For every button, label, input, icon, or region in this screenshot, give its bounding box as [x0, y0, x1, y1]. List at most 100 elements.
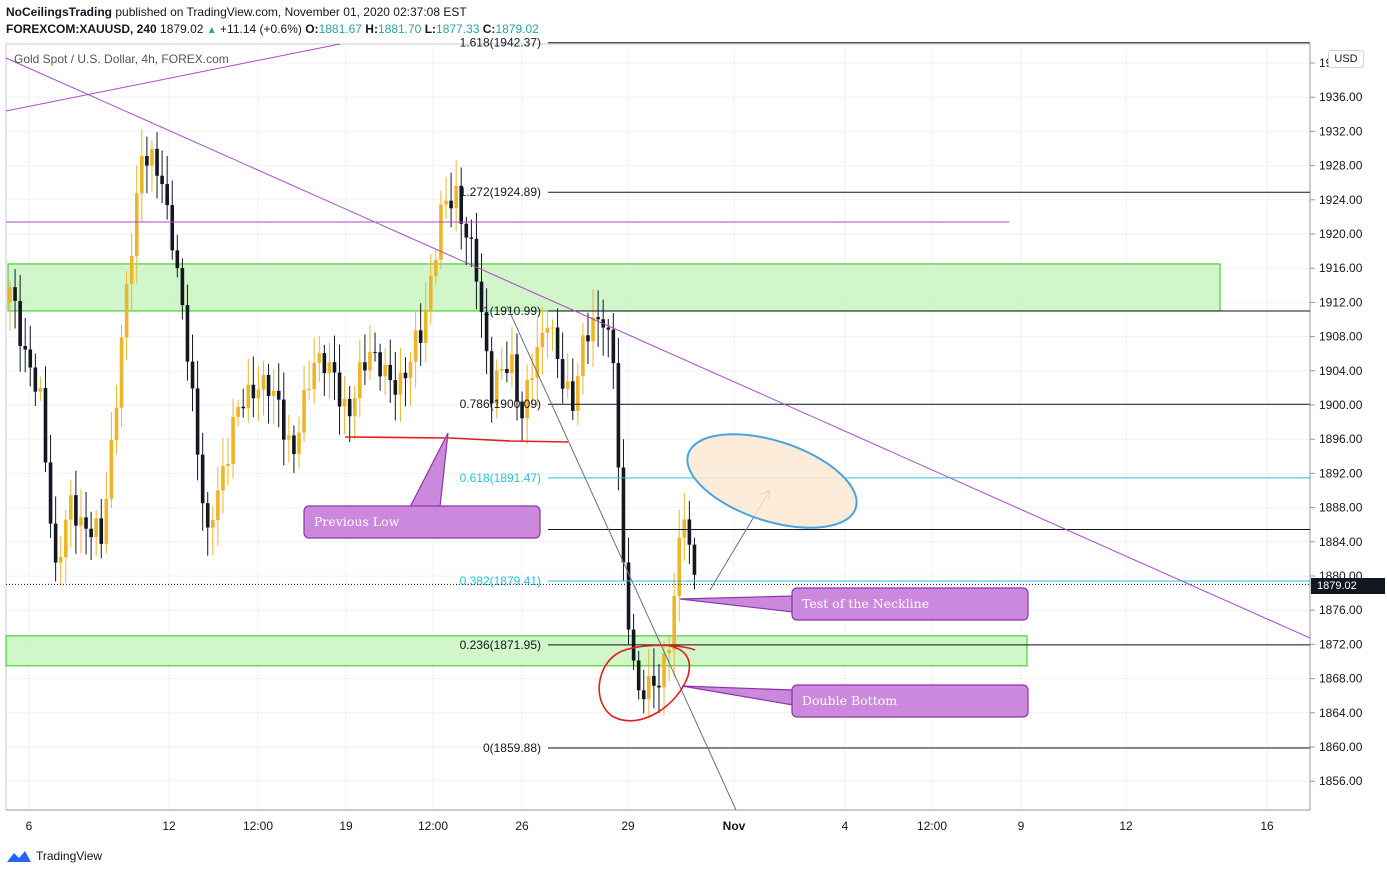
candle-body	[276, 390, 281, 400]
candle-body	[236, 406, 240, 418]
candle-body	[393, 380, 398, 395]
candle-body	[358, 362, 362, 399]
candle-body	[586, 335, 590, 342]
candle-body	[515, 354, 519, 402]
candle-body	[560, 359, 565, 389]
candle-body	[388, 364, 393, 381]
candle-body	[662, 653, 666, 688]
candle-body	[479, 281, 484, 313]
candle-body	[520, 401, 524, 419]
candle-body	[626, 562, 631, 630]
candle-body	[74, 495, 78, 526]
y-tick-label: 1928.00	[1319, 159, 1363, 173]
candle-body	[439, 204, 443, 260]
candle-body	[621, 467, 626, 563]
candle-body	[363, 362, 367, 371]
candle-body	[454, 185, 458, 209]
candle-body	[119, 337, 124, 408]
footer: TradingView	[6, 848, 102, 864]
candle-body	[332, 362, 337, 373]
candle-body	[545, 327, 550, 333]
candle-body	[677, 537, 682, 596]
candle-body	[337, 372, 342, 407]
candle-body	[129, 255, 134, 284]
candle-body	[505, 368, 509, 374]
candle-body	[84, 517, 88, 529]
candle-body	[109, 439, 114, 499]
candle-body	[99, 518, 104, 544]
candle-body	[251, 384, 256, 399]
candle-body	[494, 370, 499, 404]
candle-body	[474, 238, 479, 282]
price-change: +11.14 (+0.6%)	[220, 22, 302, 36]
candle-body	[616, 363, 621, 468]
fib-label: 1.272(1924.89)	[460, 185, 541, 199]
author-name[interactable]: NoCeilingsTrading	[6, 5, 113, 19]
tradingview-logo-icon	[7, 851, 31, 862]
symbol-label: FOREXCOM:XAUUSD, 240	[6, 22, 157, 36]
open-label: O:	[305, 22, 319, 36]
candle-body	[581, 335, 585, 377]
candle-body	[216, 490, 220, 520]
candle-body	[682, 519, 687, 538]
candle-body	[347, 398, 352, 417]
chart-subtitle: Gold Spot / U.S. Dollar, 4h, FOREX.com	[14, 52, 229, 66]
x-tick-label: 12:00	[243, 819, 273, 833]
footer-brand[interactable]: TradingView	[36, 849, 103, 863]
low-value: 1877.33	[436, 22, 480, 36]
candle-body	[591, 317, 595, 342]
candle-body	[636, 660, 641, 691]
candle-body	[175, 250, 180, 269]
y-tick-label: 1872.00	[1319, 637, 1363, 651]
candle-body	[418, 330, 423, 343]
projection-line	[506, 305, 737, 811]
y-tick-label: 1892.00	[1319, 466, 1363, 480]
candle-body	[606, 327, 611, 330]
candle-body	[550, 327, 555, 329]
x-tick-label: 12:00	[917, 819, 947, 833]
y-tick-label: 1920.00	[1319, 227, 1363, 241]
candle-body	[150, 148, 154, 166]
candle-body	[180, 268, 185, 306]
candle-body	[423, 309, 428, 343]
y-tick-label: 1924.00	[1319, 193, 1363, 207]
candle-body	[342, 398, 347, 407]
candle-body	[94, 518, 98, 538]
double-bottom-circle	[598, 644, 696, 722]
candle-body	[145, 156, 149, 166]
close-label: C:	[482, 22, 496, 36]
candle-body	[672, 595, 676, 650]
candle-body	[297, 432, 301, 455]
candle-body	[221, 465, 225, 491]
x-tick-label: 12	[162, 819, 176, 833]
callout-previous-low-box	[303, 505, 541, 539]
y-tick-label: 1908.00	[1319, 330, 1363, 344]
y-tick-label: 1888.00	[1319, 501, 1363, 515]
candle-body	[434, 259, 438, 276]
candle-body	[53, 523, 58, 563]
plot-frame	[5, 43, 1311, 811]
candle-body	[317, 353, 322, 363]
close-value: 1879.02	[495, 22, 539, 36]
zone-support	[5, 635, 1028, 667]
candle-body	[525, 379, 529, 419]
candle-body	[307, 389, 311, 391]
fib-label: 0.382(1879.41)	[460, 574, 541, 588]
candle-body	[565, 381, 570, 389]
candle-body	[231, 417, 235, 464]
fib-label: 0.236(1871.95)	[460, 638, 541, 652]
candle-body	[13, 287, 17, 301]
candle-body	[652, 675, 656, 686]
candle-body	[484, 312, 489, 352]
candle-body	[464, 223, 469, 238]
y-tick-label: 1868.00	[1319, 672, 1363, 686]
candle-body	[241, 406, 246, 409]
candle-body	[43, 388, 48, 463]
candle-body	[185, 305, 190, 362]
y-tick-label: 1936.00	[1319, 90, 1363, 104]
candle-body	[205, 503, 210, 528]
y-tick-label: 1912.00	[1319, 295, 1363, 309]
candle-body	[611, 329, 616, 364]
currency-badge[interactable]: USD	[1328, 50, 1364, 68]
